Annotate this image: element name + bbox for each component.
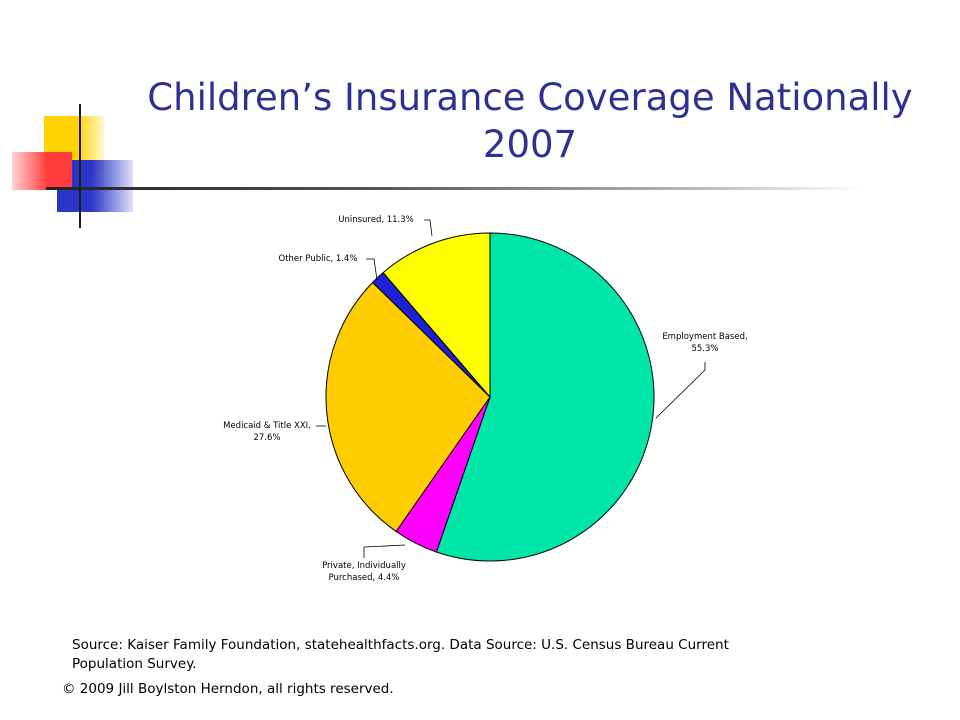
title-line-2: 2007: [482, 123, 578, 166]
title-line-1: Children’s Insurance Coverage Nationally: [147, 76, 913, 119]
pie-slice: [435, 232, 655, 562]
decor-red-square: [12, 152, 72, 190]
slice-label: Uninsured, 11.3%: [338, 215, 414, 225]
slice-label-line-2: Purchased, 4.4%: [329, 573, 400, 583]
slide-title: Children’s Insurance Coverage Nationally…: [130, 74, 930, 168]
slice-label-line-2: 27.6%: [253, 433, 280, 443]
pie-slice: [325, 281, 491, 533]
decor-vertical-line: [79, 104, 81, 228]
source-note: Source: Kaiser Family Foundation, stateh…: [72, 637, 729, 672]
copyright-notice: © 2009 Jill Boylston Herndon, all rights…: [62, 681, 394, 697]
slice-label: Medicaid & Title XXI,: [223, 421, 311, 431]
leader-line: [424, 219, 433, 237]
slice-label-line-2: 55.3%: [691, 344, 718, 354]
leader-line: [363, 544, 406, 558]
leader-line: [366, 258, 378, 281]
slice-label: Employment Based,: [662, 332, 747, 342]
pie-slice: [382, 232, 491, 399]
slice-label: Other Public, 1.4%: [279, 254, 358, 264]
decor-horizontal-rule: [46, 187, 866, 190]
slice-labels: Employment Based, 55.3% Private, Individua…: [223, 215, 748, 583]
leader-lines: [316, 219, 706, 558]
leader-line: [655, 362, 706, 419]
slice-label: Private, Individually: [322, 561, 406, 571]
pie-slices: [325, 232, 655, 562]
